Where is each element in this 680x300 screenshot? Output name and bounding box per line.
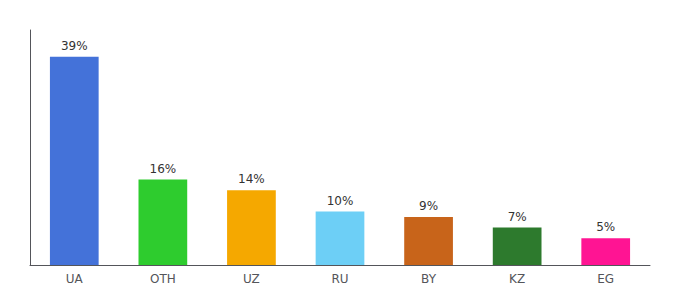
svg-text:14%: 14% bbox=[238, 172, 265, 186]
svg-text:7%: 7% bbox=[508, 210, 527, 224]
svg-text:BY: BY bbox=[421, 272, 437, 286]
svg-text:16%: 16% bbox=[150, 162, 177, 176]
svg-text:KZ: KZ bbox=[509, 272, 525, 286]
svg-text:UZ: UZ bbox=[243, 272, 260, 286]
svg-text:RU: RU bbox=[331, 272, 348, 286]
svg-text:EG: EG bbox=[597, 272, 614, 286]
svg-text:39%: 39% bbox=[61, 39, 88, 53]
svg-text:OTH: OTH bbox=[150, 272, 176, 286]
svg-text:10%: 10% bbox=[327, 194, 354, 208]
svg-text:UA: UA bbox=[66, 272, 84, 286]
svg-text:9%: 9% bbox=[419, 199, 438, 213]
svg-text:5%: 5% bbox=[596, 220, 615, 234]
